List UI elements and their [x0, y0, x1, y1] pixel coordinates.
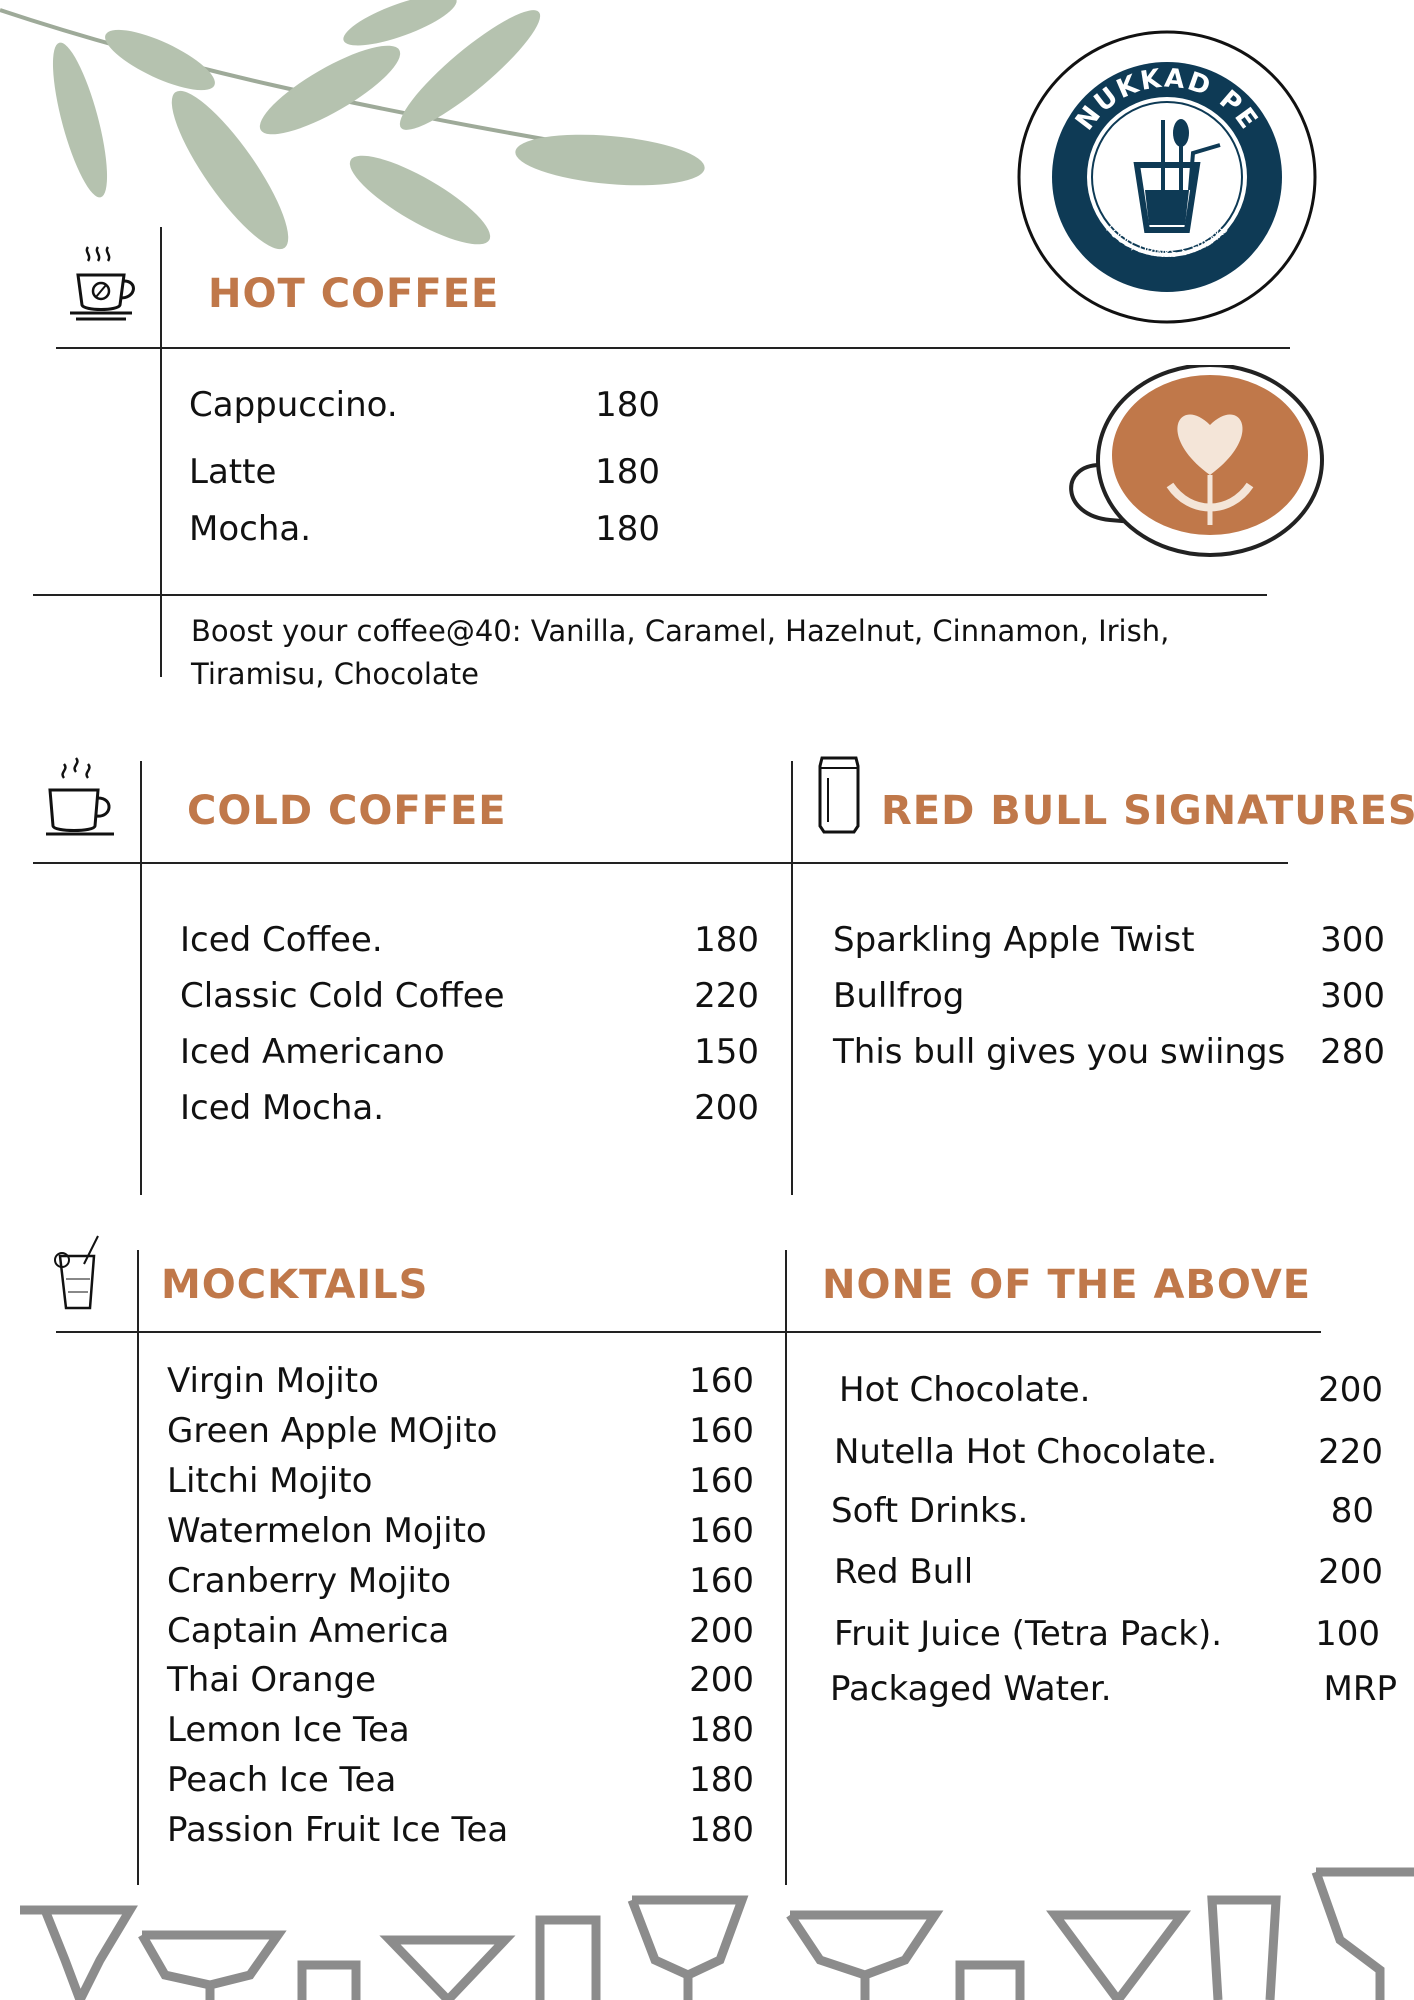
latte-art-cup-image	[1069, 365, 1324, 557]
item-price: 200	[689, 1611, 754, 1651]
section-title-none-of-the-above: NONE OF THE ABOVE	[822, 1262, 1312, 1308]
item-name: Iced Americano	[180, 1032, 445, 1072]
item-name: Green Apple MOjito	[167, 1411, 498, 1451]
item-name: Mocha.	[189, 509, 312, 549]
item-name: Bullfrog	[833, 976, 965, 1016]
item-price: 180	[694, 920, 759, 960]
item-name: Cappuccino.	[189, 385, 398, 425]
leaf-decoration	[0, 0, 705, 250]
item-name: Iced Coffee.	[180, 920, 383, 960]
item-name: Soft Drinks.	[831, 1491, 1029, 1531]
item-name: Watermelon Mojito	[167, 1511, 487, 1551]
section-title-red-bull: RED BULL SIGNATURES	[881, 788, 1414, 834]
item-price: 220	[694, 976, 759, 1016]
divider	[56, 1331, 1321, 1333]
item-name: Litchi Mojito	[167, 1461, 373, 1501]
item-price: 180	[689, 1710, 754, 1750]
item-price: 180	[689, 1810, 754, 1850]
cocktail-glass-icon	[54, 1235, 99, 1310]
divider	[791, 761, 793, 1195]
steaming-cup-icon	[46, 757, 114, 836]
item-price: 160	[689, 1361, 754, 1401]
hot-coffee-cup-icon	[70, 246, 135, 321]
item-name: Sparkling Apple Twist	[833, 920, 1195, 960]
item-name: Peach Ice Tea	[167, 1760, 397, 1800]
divider	[160, 227, 162, 677]
item-price: 200	[694, 1088, 759, 1128]
glassware-decoration	[20, 1867, 1414, 2000]
item-name: Packaged Water.	[830, 1669, 1112, 1709]
item-price: 200	[1318, 1370, 1383, 1410]
item-name: Hot Chocolate.	[839, 1370, 1091, 1410]
item-price: 160	[689, 1511, 754, 1551]
item-name: Lemon Ice Tea	[167, 1710, 410, 1750]
item-name: Thai Orange	[167, 1660, 377, 1700]
item-name: Red Bull	[834, 1552, 974, 1592]
item-name: Classic Cold Coffee	[180, 976, 505, 1016]
item-price: 160	[689, 1411, 754, 1451]
item-price: 220	[1318, 1432, 1383, 1472]
divider	[33, 594, 1267, 596]
coffee-boost-note: Boost your coffee@40: Vanilla, Caramel, …	[191, 614, 1170, 691]
item-name: Captain America	[167, 1611, 450, 1651]
item-name: Latte	[189, 452, 277, 492]
item-price: 180	[689, 1760, 754, 1800]
divider	[56, 347, 1290, 349]
divider	[33, 862, 1288, 864]
section-title-hot-coffee: HOT COFFEE	[208, 271, 500, 317]
item-name: Fruit Juice (Tetra Pack).	[834, 1614, 1223, 1654]
item-name: Cranberry Mojito	[167, 1561, 452, 1601]
item-name: Passion Fruit Ice Tea	[167, 1810, 509, 1850]
item-price: 300	[1320, 920, 1385, 960]
item-price: 180	[595, 509, 660, 549]
item-price: 100	[1315, 1614, 1380, 1654]
item-name: Virgin Mojito	[167, 1361, 379, 1401]
divider	[137, 1250, 139, 1885]
item-price: 80	[1330, 1491, 1374, 1531]
can-icon	[818, 756, 860, 834]
item-price: 300	[1320, 976, 1385, 1016]
item-price: 150	[694, 1032, 759, 1072]
item-price: 160	[689, 1461, 754, 1501]
item-name: Iced Mocha.	[180, 1088, 385, 1128]
item-name: Nutella Hot Chocolate.	[834, 1432, 1218, 1472]
section-title-mocktails: MOCKTAILS	[161, 1262, 429, 1308]
item-name: This bull gives you swiings	[833, 1032, 1286, 1072]
section-title-cold-coffee: COLD COFFEE	[187, 788, 507, 834]
item-price: 180	[595, 385, 660, 425]
divider	[140, 761, 142, 1195]
item-price: 200	[689, 1660, 754, 1700]
item-price: 200	[1318, 1552, 1383, 1592]
item-price: MRP	[1323, 1669, 1397, 1709]
nukkad-pe-logo: NUKKAD PE FOOD, DRINKS & FREAKS	[1017, 30, 1317, 324]
item-price: 280	[1320, 1032, 1385, 1072]
divider	[785, 1250, 787, 1885]
item-price: 180	[595, 452, 660, 492]
item-price: 160	[689, 1561, 754, 1601]
